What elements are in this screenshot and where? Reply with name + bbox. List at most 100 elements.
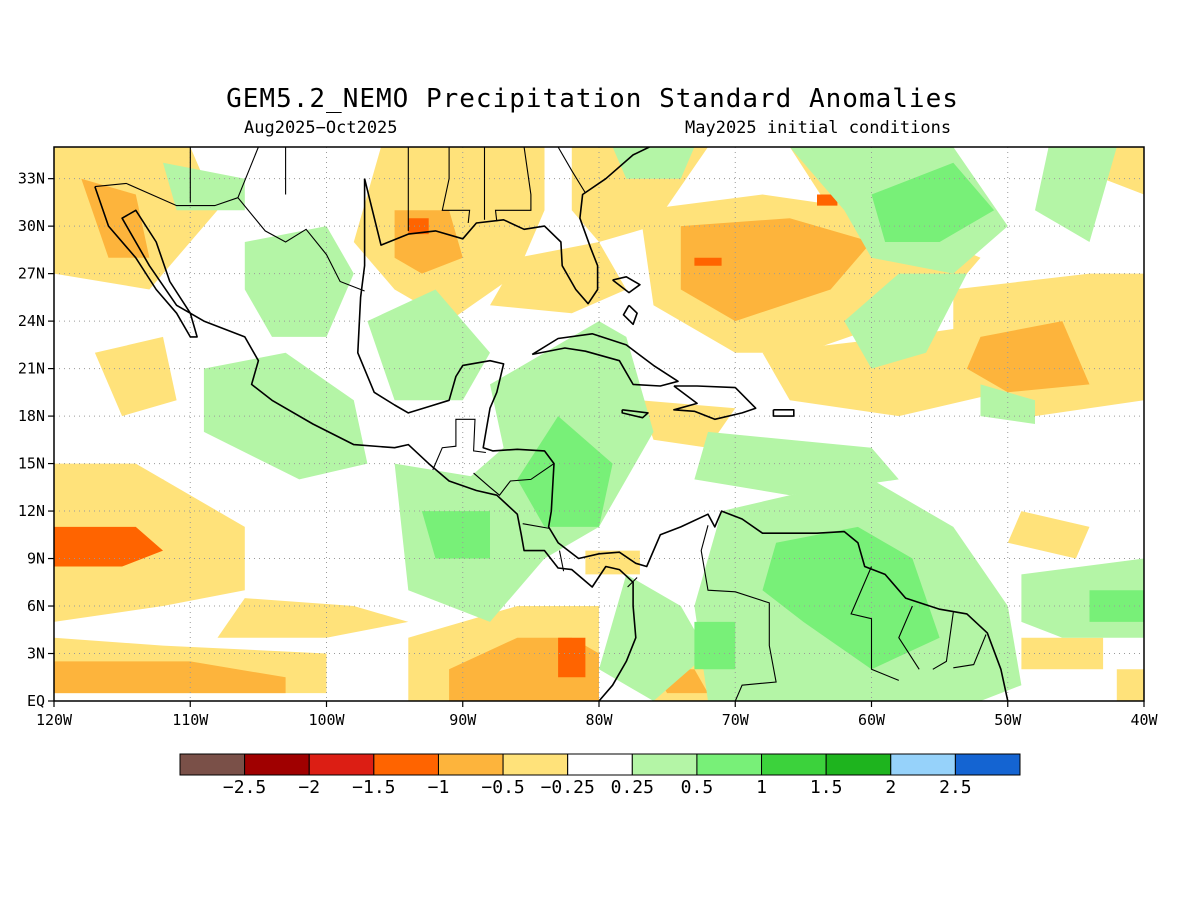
anomaly-region — [54, 661, 286, 694]
anomaly-region — [980, 384, 1035, 424]
y-tick-label: 21N — [18, 360, 45, 378]
x-tick-label: 60W — [858, 711, 886, 729]
colorbar-label: 0.5 — [681, 777, 714, 798]
color-bar: −2.5 −2 −1.5 −1 −0.5 −0.25 0.25 0.5 1 1.5 2 2.5 — [179, 753, 1021, 798]
border-line — [953, 634, 987, 669]
colorbar-swatch — [631, 753, 698, 776]
anomaly-region — [817, 194, 838, 206]
border-line — [932, 612, 954, 670]
y-tick-label: 9N — [27, 550, 45, 568]
border-line — [237, 147, 259, 198]
coastlines — [94, 147, 1009, 701]
forecast-period: Aug2025−Oct2025 — [244, 118, 398, 138]
anomaly-region — [367, 289, 490, 401]
border-line — [557, 147, 586, 194]
x-tick-label: 110W — [172, 711, 209, 729]
coastline — [356, 178, 1009, 701]
x-tick-label: 100W — [308, 711, 345, 729]
anomaly-region — [762, 526, 940, 670]
anomaly-region — [1021, 637, 1104, 670]
anomaly-region — [694, 431, 899, 496]
coastline — [622, 304, 638, 326]
y-tick-label: 27N — [18, 265, 45, 283]
map-title: GEM5.2_NEMO Precipitation Standard Anoma… — [226, 84, 959, 114]
colorbar-swatch — [437, 753, 504, 776]
anomaly-region — [680, 218, 872, 322]
x-tick-label: 120W — [36, 711, 73, 729]
colorbar-swatch — [696, 753, 763, 776]
border-line — [898, 605, 920, 670]
colorbar-label: −1 — [428, 777, 450, 798]
colorbar-label: −2.5 — [223, 777, 266, 798]
x-tick-label: 70W — [722, 711, 750, 729]
border-line — [473, 463, 555, 496]
anomaly-region — [1007, 511, 1090, 559]
anomaly-region — [203, 352, 368, 480]
anomaly-region — [871, 162, 995, 242]
coastline — [531, 332, 679, 387]
colorbar-label: −1.5 — [352, 777, 395, 798]
border-line — [522, 523, 551, 530]
coastline — [673, 385, 757, 421]
colorbar-label: 0.25 — [611, 777, 654, 798]
coastline — [94, 186, 637, 701]
y-tick-label: 30N — [18, 217, 45, 235]
x-tick-label: 40W — [1130, 711, 1158, 729]
anomaly-region — [244, 226, 354, 337]
colorbar-label: −0.5 — [481, 777, 524, 798]
colorbar-label: 1 — [756, 777, 767, 798]
colorbar-swatch — [954, 753, 1021, 776]
colorbar-swatch — [179, 753, 246, 776]
border-line — [700, 525, 777, 701]
colorbar-swatch — [890, 753, 956, 776]
anomaly-region — [517, 416, 613, 527]
colorbar-swatch — [567, 753, 633, 776]
lat-lon-grid — [54, 147, 1144, 701]
x-tick-label: 90W — [449, 711, 477, 729]
anomaly-region — [694, 621, 736, 670]
colorbar-label: −2 — [298, 777, 320, 798]
y-tick-label: 6N — [27, 597, 45, 615]
y-tick-label: 18N — [18, 407, 45, 425]
border-line — [558, 550, 565, 572]
anomaly-region — [490, 242, 627, 314]
colorbar-label: 1.5 — [810, 777, 843, 798]
anomaly-region — [94, 336, 177, 417]
colorbar-label: −0.25 — [541, 777, 595, 798]
border-line — [94, 182, 365, 292]
anomaly-region — [163, 162, 245, 211]
anomaly-region — [54, 526, 163, 567]
anomaly-region — [1089, 590, 1144, 622]
y-tick-label: 3N — [27, 645, 45, 663]
colorbar-label: 2 — [885, 777, 896, 798]
y-tick-label: 15N — [18, 455, 45, 473]
anomaly-region — [421, 511, 490, 559]
x-tick-label: 80W — [585, 711, 613, 729]
colorbar-swatch — [502, 753, 569, 776]
coastline — [612, 275, 641, 294]
coastline — [772, 408, 795, 417]
anomaly-region — [599, 574, 708, 701]
political-borders — [94, 147, 987, 701]
y-tick-label: 24N — [18, 312, 45, 330]
coastline — [621, 409, 649, 419]
colorbar-label: 2.5 — [939, 777, 972, 798]
initial-conditions: May2025 initial conditions — [685, 118, 952, 138]
border-line — [627, 577, 638, 588]
anomaly-region — [966, 321, 1090, 393]
map-axes: 120W 110W 100W 90W 80W 70W 60W 50W 40W EQ 3N 6N 9N 12… — [18, 170, 1159, 729]
colorbar-swatch — [244, 753, 310, 776]
colorbar-swatch — [373, 753, 439, 776]
border-line — [441, 147, 471, 224]
anomaly-region — [558, 637, 586, 678]
border-line — [432, 418, 486, 471]
anomaly-region — [1116, 669, 1144, 701]
colorbar-swatch — [308, 753, 375, 776]
colorbar-swatch — [825, 753, 892, 776]
y-tick-label: 12N — [18, 502, 45, 520]
colorbar-swatch — [761, 753, 827, 776]
border-line — [850, 566, 900, 681]
y-tick-label: EQ — [27, 692, 45, 710]
anomaly-region — [217, 598, 409, 638]
